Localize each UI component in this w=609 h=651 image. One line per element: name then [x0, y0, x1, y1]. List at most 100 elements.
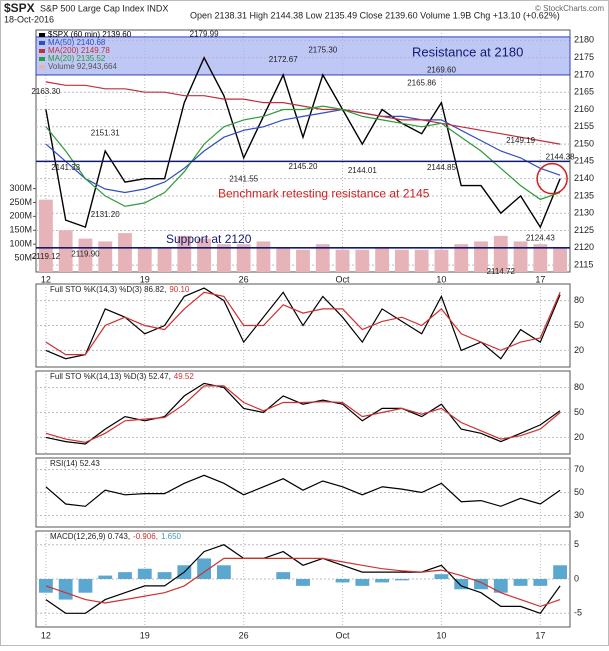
volume-bar: [256, 241, 271, 272]
x-tick-label: 26: [239, 274, 249, 284]
histogram-bar: [513, 579, 528, 586]
price-label: 2144.85: [427, 163, 456, 172]
panel-title-note: 49.52: [174, 372, 195, 381]
price-label: 2151.31: [91, 129, 120, 138]
panel-title: MACD(12,26,9) 0.743,: [50, 532, 130, 541]
legend-label: MA(20) 2135.52: [48, 54, 106, 63]
y-tick-label: 2165: [574, 87, 594, 97]
volume-bar: [553, 246, 568, 272]
y-tick-label: 80: [574, 382, 584, 392]
x-tick-label: 19: [140, 274, 150, 284]
panel-title-note: -0.906,: [133, 532, 158, 541]
y-tick-label: 70: [574, 464, 584, 474]
y-tick-label: 2155: [574, 121, 594, 131]
series-line: [45, 474, 561, 507]
price-label: 2131.20: [91, 210, 120, 219]
x-tick-label: 12: [41, 630, 51, 640]
volume-bar: [375, 246, 390, 272]
y-tick-label: 30: [574, 510, 584, 520]
series-line: [45, 382, 561, 445]
histogram-bar: [157, 572, 172, 579]
resistance-band: [35, 36, 571, 76]
y-tick-label: 50: [574, 487, 584, 497]
y-tick-label: 2140: [574, 173, 594, 183]
series-line: [45, 105, 561, 207]
volume-bar: [197, 238, 212, 272]
legend-swatch: [39, 41, 45, 45]
x-tick-label: 19: [140, 630, 150, 640]
y-tick-label: 2130: [574, 208, 594, 218]
symbol: $SPX: [4, 1, 35, 15]
volume-bar: [118, 233, 132, 272]
legend-swatch: [39, 33, 45, 37]
legend-swatch: [39, 49, 45, 53]
price-label: 2141.33: [51, 163, 80, 172]
histogram-bar: [454, 579, 469, 590]
histogram-bar: [355, 579, 370, 586]
volume-bar: [454, 244, 469, 272]
y-tick-label: 2115: [574, 259, 593, 269]
series-line: [45, 557, 561, 608]
volume-bar: [355, 249, 370, 272]
price-label: 2119.12: [32, 252, 61, 261]
y-tick-label: 2150: [574, 138, 594, 148]
volume-bar: [236, 244, 251, 272]
histogram-bar: [335, 579, 350, 583]
volume-bar: [493, 235, 508, 272]
y-tick-label: 2120: [574, 242, 594, 252]
histogram-bar: [98, 575, 113, 579]
panel-title: Full STO %K(14,13) %D(3) 52.47,: [50, 372, 171, 381]
volume-bar: [296, 249, 310, 272]
price-label: 2175.30: [308, 46, 337, 55]
volume-bar: [177, 235, 192, 272]
highlight-circle: [536, 162, 568, 195]
y-tick-label: 2145: [574, 156, 594, 166]
panel-title: RSI(14) 52.43: [50, 459, 100, 468]
y-tick-label: 2180: [574, 35, 594, 45]
y-tick-label: 2175: [574, 52, 594, 62]
volume-bar: [394, 249, 409, 272]
volume-bar: [98, 241, 113, 272]
volume-bar: [276, 246, 291, 272]
volume-bar: [513, 241, 528, 272]
histogram-bar: [38, 579, 53, 593]
histogram-bar: [493, 579, 508, 593]
price-label: 2124.43: [526, 234, 555, 243]
y2-tick-label: 100M: [9, 239, 32, 249]
date: 18-Oct-2016: [4, 14, 54, 24]
legend-label: MA(200) 2149.78: [48, 46, 110, 55]
volume-bar: [533, 244, 548, 272]
y-tick-label: 20: [574, 345, 584, 355]
x-tick-label: Oct: [336, 274, 351, 284]
volume-bar: [414, 249, 429, 272]
series-line: [45, 108, 561, 194]
histogram-bar: [137, 568, 152, 579]
annotation: Resistance at 2180: [412, 44, 523, 59]
y2-tick-label: 200M: [9, 211, 32, 221]
histogram-bar: [375, 579, 390, 583]
price-label: 2163.30: [31, 87, 60, 96]
histogram-bar: [216, 565, 231, 579]
x-tick-label: 26: [239, 630, 249, 640]
price-label: 2144.01: [348, 166, 377, 175]
volume-bar: [315, 244, 330, 272]
credit: © StockCharts.com: [535, 4, 604, 13]
histogram-bar: [394, 579, 409, 581]
x-tick-label: 17: [535, 630, 545, 640]
volume-bar: [38, 199, 53, 272]
volume-bar: [474, 241, 488, 272]
volume-bar: [335, 249, 350, 272]
y-tick-label: 2160: [574, 104, 594, 114]
histogram-bar: [474, 579, 488, 590]
price-label: 2141.55: [229, 174, 258, 183]
y-tick-label: -5: [574, 608, 582, 618]
y2-tick-label: 300M: [9, 183, 32, 193]
x-tick-label: 10: [436, 274, 446, 284]
y-tick-label: 80: [574, 295, 584, 305]
volume-bar: [78, 238, 93, 272]
y-tick-label: 2170: [574, 69, 594, 79]
price-label: 2114.72: [487, 267, 516, 276]
price-label: 2165.86: [407, 78, 436, 87]
y-tick-label: 0: [574, 573, 579, 583]
volume-bar: [137, 246, 152, 272]
